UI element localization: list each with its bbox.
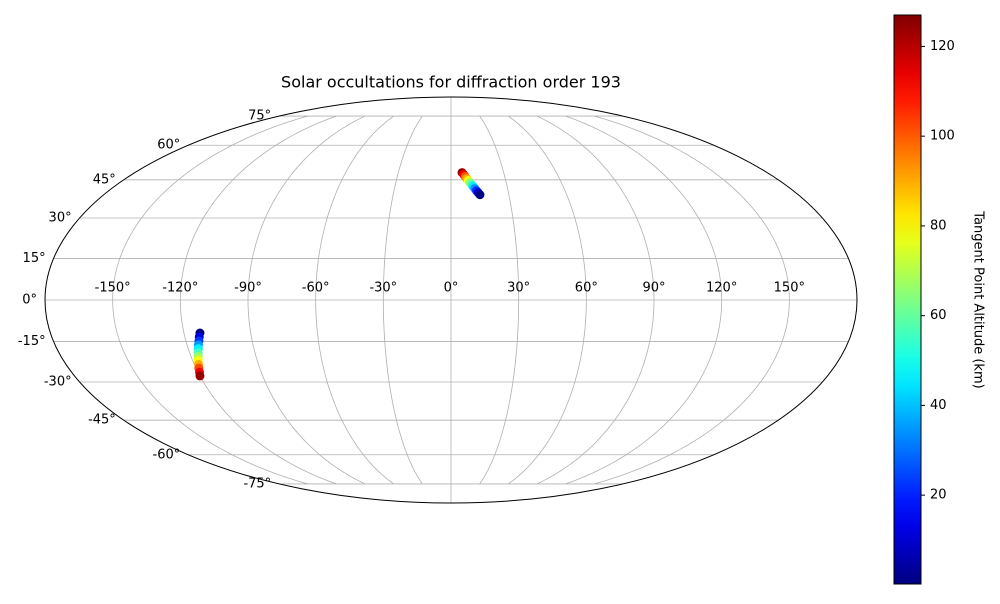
grid-line	[382, 115, 423, 485]
y-tick-label: -45°	[88, 413, 116, 428]
grid-line	[112, 115, 308, 485]
grid-line	[508, 115, 587, 485]
colorbar-tick-label: 80	[930, 218, 947, 233]
x-tick-label: 120°	[706, 281, 737, 296]
grid-line	[479, 115, 520, 485]
colorbar-tick-label: 40	[930, 398, 947, 413]
grid-line	[179, 115, 337, 485]
y-tick-label: -15°	[18, 334, 46, 349]
y-tick-label: 30°	[49, 210, 72, 225]
points	[193, 168, 485, 381]
grid-line	[247, 115, 366, 485]
y-tick-label: 15°	[23, 251, 46, 266]
colorbar-tick-label: 20	[930, 488, 947, 503]
x-tick-label: -150°	[95, 281, 131, 296]
chart-title: Solar occultations for diffraction order…	[281, 73, 621, 92]
y-tick-label: 75°	[248, 109, 271, 124]
colorbar	[893, 14, 922, 585]
colorbar-label: Tangent Point Altitude (km)	[971, 210, 986, 388]
map-frame	[44, 96, 858, 504]
colorbar-tick-label: 60	[930, 308, 947, 323]
x-tick-label: 150°	[774, 281, 805, 296]
x-tick-label: -30°	[369, 281, 397, 296]
colorbar-tick-label: 120	[930, 39, 955, 54]
x-tick-label: -60°	[302, 281, 330, 296]
grid-line	[536, 115, 655, 485]
point	[195, 371, 205, 381]
x-tick-label: 0°	[444, 281, 459, 296]
point	[475, 190, 485, 200]
colorbar-tick-label: 100	[930, 129, 955, 144]
x-tick-label: 90°	[642, 281, 665, 296]
x-tick-label: -90°	[234, 281, 262, 296]
y-tick-label: 45°	[93, 172, 116, 187]
y-tick-label: -60°	[153, 447, 181, 462]
x-tick-label: -120°	[162, 281, 198, 296]
y-tick-label: 0°	[22, 293, 37, 308]
graticule	[45, 97, 857, 503]
y-tick-label: -30°	[44, 375, 72, 390]
x-tick-label: 30°	[507, 281, 530, 296]
grid-line	[594, 115, 790, 485]
y-tick-label: -75°	[243, 476, 271, 491]
y-tick-label: 60°	[157, 138, 180, 153]
x-tick-label: 60°	[575, 281, 598, 296]
grid-line	[315, 115, 394, 485]
grid-line	[565, 115, 723, 485]
